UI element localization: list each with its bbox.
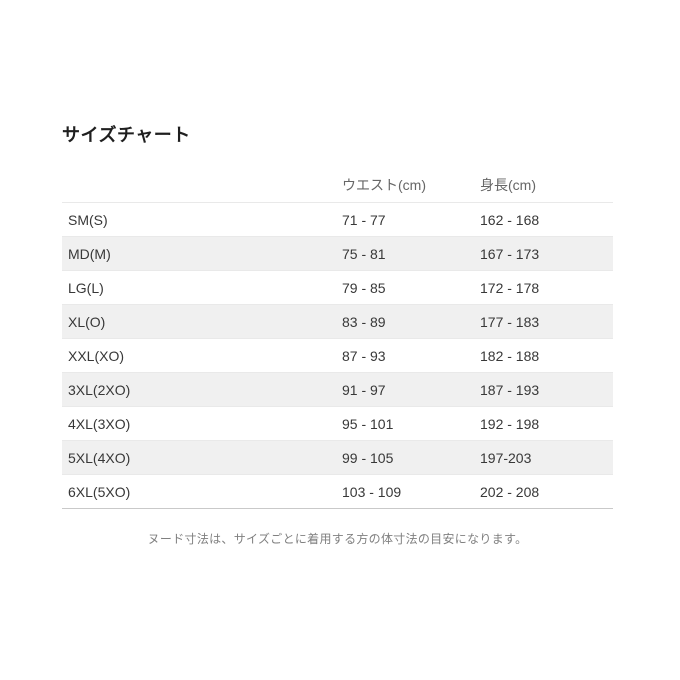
size-cell: LG(L) xyxy=(68,279,104,296)
table-row-xl: XL(O) 83 - 89 177 - 183 xyxy=(62,304,613,338)
table-header-row: ウエスト(cm) 身長(cm) xyxy=(62,168,613,202)
table-row-5xl: 5XL(4XO) 99 - 105 197-203 xyxy=(62,440,613,474)
height-cell: 172 - 178 xyxy=(480,279,540,296)
size-note: ヌード寸法は、サイズごとに着用する方の体寸法の目安になります。 xyxy=(147,532,528,546)
size-cell: 3XL(2XO) xyxy=(68,381,131,398)
size-cell: 5XL(4XO) xyxy=(68,449,131,466)
column-header-waist: ウエスト(cm) xyxy=(342,177,426,193)
height-cell: 192 - 198 xyxy=(480,415,540,432)
height-cell: 167 - 173 xyxy=(480,245,540,262)
height-cell: 162 - 168 xyxy=(480,211,540,228)
waist-cell: 79 - 85 xyxy=(342,279,386,296)
height-cell: 177 - 183 xyxy=(480,313,540,330)
height-cell: 202 - 208 xyxy=(480,483,540,500)
size-chart-title: サイズチャート xyxy=(62,125,191,145)
size-cell: SM(S) xyxy=(68,211,108,228)
table-row-md: MD(M) 75 - 81 167 - 173 xyxy=(62,236,613,270)
table-row-xxl: XXL(XO) 87 - 93 182 - 188 xyxy=(62,338,613,372)
size-cell: XXL(XO) xyxy=(68,347,125,364)
size-cell: 4XL(3XO) xyxy=(68,415,131,432)
waist-cell: 99 - 105 xyxy=(342,449,394,466)
size-cell: XL(O) xyxy=(68,313,106,330)
table-row-lg: LG(L) 79 - 85 172 - 178 xyxy=(62,270,613,304)
height-cell: 197-203 xyxy=(480,449,532,466)
height-cell: 187 - 193 xyxy=(480,381,540,398)
waist-cell: 71 - 77 xyxy=(342,211,386,228)
table-row-3xl: 3XL(2XO) 91 - 97 187 - 193 xyxy=(62,372,613,406)
table-row-6xl: 6XL(5XO) 103 - 109 202 - 208 xyxy=(62,474,613,508)
waist-cell: 83 - 89 xyxy=(342,313,386,330)
height-cell: 182 - 188 xyxy=(480,347,540,364)
waist-cell: 87 - 93 xyxy=(342,347,386,364)
table-row-sm: SM(S) 71 - 77 162 - 168 xyxy=(62,202,613,236)
waist-cell: 103 - 109 xyxy=(342,483,402,500)
column-header-height: 身長(cm) xyxy=(480,177,536,193)
waist-cell: 95 - 101 xyxy=(342,415,394,432)
size-chart-table: ウエスト(cm) 身長(cm) SM(S) 71 - 77 162 - 168 … xyxy=(62,168,613,509)
waist-cell: 75 - 81 xyxy=(342,245,386,262)
table-row-4xl: 4XL(3XO) 95 - 101 192 - 198 xyxy=(62,406,613,440)
waist-cell: 91 - 97 xyxy=(342,381,386,398)
size-cell: MD(M) xyxy=(68,245,111,262)
size-cell: 6XL(5XO) xyxy=(68,483,131,500)
